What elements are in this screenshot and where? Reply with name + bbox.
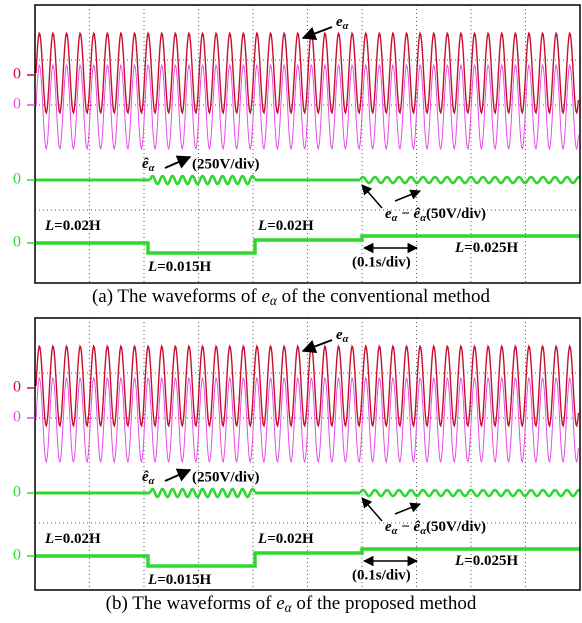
arrow: [362, 185, 382, 208]
zero-label: 0: [13, 484, 21, 501]
label-e-part: α: [343, 334, 349, 345]
inductance-label: L=0.015H: [147, 572, 211, 588]
zero-label: 0: [13, 379, 21, 396]
inductance-label: L=0.025H: [454, 553, 518, 569]
inductance-label: L=0.02H: [257, 218, 314, 234]
caption: (a) The waveforms of eα of the conventio…: [92, 286, 491, 308]
green-ripple: [360, 177, 580, 183]
label-ehat-part: α: [149, 476, 155, 487]
zero-label: 0: [13, 96, 21, 113]
inductance-label-part: L: [147, 572, 157, 588]
label-e: eα: [336, 14, 349, 32]
label-ehat: êα: [142, 469, 155, 487]
inductance-label-part: =0.02H: [267, 531, 314, 547]
label-error: eα − êα(50V/div): [385, 206, 486, 224]
inductance-label-part: L: [454, 553, 464, 569]
label-e-part: α: [343, 21, 349, 32]
inductance-label-part: =0.025H: [464, 553, 518, 569]
arrow: [362, 498, 382, 521]
zero-label: 0: [13, 171, 21, 188]
arrow: [165, 470, 190, 481]
inductance-label: L=0.02H: [257, 531, 314, 547]
inductance-label-part: L: [454, 240, 464, 256]
inductance-label: L=0.015H: [147, 259, 211, 275]
label-error-part: −: [397, 206, 413, 222]
inductance-label-part: L: [44, 218, 54, 234]
inductance-label-part: =0.015H: [157, 572, 211, 588]
arrow: [165, 157, 190, 168]
label-ehat-part: α: [149, 163, 155, 174]
inductance-label-part: =0.025H: [464, 240, 518, 256]
label-error: eα − êα(50V/div): [385, 519, 486, 537]
inductance-label-part: =0.015H: [157, 259, 211, 275]
inductance-label-part: L: [44, 531, 54, 547]
inductance-label: L=0.02H: [44, 218, 101, 234]
caption-part: of the proposed method: [292, 593, 477, 614]
inductance-label-part: L: [257, 218, 267, 234]
inductance-label-part: =0.02H: [54, 531, 101, 547]
label-error-part: (50V/div): [426, 206, 486, 222]
label-error-part: −: [397, 519, 413, 535]
arrow: [395, 504, 420, 514]
scale-label: (250V/div): [192, 469, 260, 485]
caption: (b) The waveforms of eα of the proposed …: [106, 593, 477, 615]
label-ehat: êα: [142, 156, 155, 174]
figure: 0000eαêα(250V/div)eα − êα(50V/div)L=0.02…: [0, 0, 582, 623]
zero-label: 0: [13, 547, 21, 564]
inductance-label-part: =0.02H: [54, 218, 101, 234]
green-ripple: [360, 490, 580, 496]
arrow: [395, 191, 420, 201]
caption-part: e: [276, 593, 284, 614]
inductance-label-part: L: [257, 531, 267, 547]
green-ripple: [150, 489, 255, 497]
zero-label: 0: [13, 234, 21, 251]
green-ripple: [150, 176, 255, 184]
caption-part: e: [261, 286, 269, 307]
time-scale: (0.1s/div): [352, 567, 411, 583]
inductance-label-part: L: [147, 259, 157, 275]
arrow: [303, 340, 332, 351]
inductance-label-part: =0.02H: [267, 218, 314, 234]
inductance-label: L=0.025H: [454, 240, 518, 256]
caption-part: (a) The waveforms of: [92, 286, 262, 307]
caption-part: of the conventional method: [277, 286, 491, 307]
caption-part: (b) The waveforms of: [106, 593, 277, 614]
zero-label: 0: [13, 409, 21, 426]
label-error-part: (50V/div): [426, 519, 486, 535]
scale-label: (250V/div): [192, 156, 260, 172]
zero-label: 0: [13, 66, 21, 83]
label-e: eα: [336, 327, 349, 345]
time-scale: (0.1s/div): [352, 254, 411, 270]
inductance-label: L=0.02H: [44, 531, 101, 547]
arrow: [303, 27, 332, 38]
